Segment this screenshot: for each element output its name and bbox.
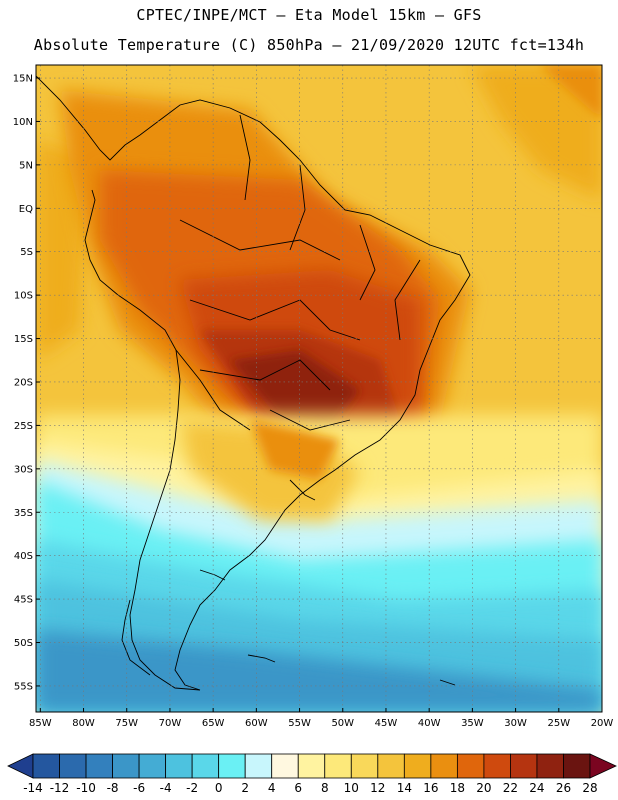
colorbar-swatch — [403, 753, 432, 779]
lat-tick-label: 10S — [14, 291, 33, 302]
lon-tick-label: 30W — [504, 718, 527, 729]
colorbar-swatch — [85, 753, 113, 779]
latitude-labels: 15N 10N 5N EQ 5S 10S 15S 20S 25S 30S 35S 40S 45S 50S 5… — [13, 74, 40, 692]
colorbar-swatch — [112, 753, 140, 779]
colorbar-swatch — [324, 753, 352, 779]
colorbar-arrow-low — [7, 753, 34, 779]
colorbar-swatch — [59, 753, 87, 779]
map-subtitle: Absolute Temperature (C) 850hPa – 21/09/… — [33, 36, 585, 54]
colorbar-swatch — [271, 753, 299, 779]
colorbar-label: -14 — [23, 781, 43, 795]
lon-tick-label: 45W — [375, 718, 398, 729]
colorbar: -14 -12 -10 -8 -6 -4 -2 0 2 4 6 8 10 12 14 16 18 20 22 24 26… — [7, 753, 617, 795]
colorbar-swatch — [430, 753, 458, 779]
lat-tick-label: 25S — [14, 421, 33, 432]
colorbar-label: 0 — [215, 781, 223, 795]
map-frame — [35, 64, 603, 713]
lon-tick-label: 20W — [591, 718, 614, 729]
colorbar-label: 8 — [321, 781, 329, 795]
colorbar-swatch — [536, 753, 564, 779]
colorbar-swatch — [563, 753, 591, 779]
colorbar-label: 28 — [582, 781, 597, 795]
colorbar-swatch — [32, 753, 60, 779]
colorbar-swatch — [138, 753, 167, 779]
coastline — [36, 75, 471, 691]
colorbar-swatch — [377, 753, 405, 779]
longitude-labels: 85W 80W 75W 70W 65W 60W 55W 50W 45W 40W 35W 30W 25W 2… — [29, 708, 613, 729]
colorbar-label: 16 — [423, 781, 438, 795]
lon-tick-label: 60W — [245, 718, 268, 729]
lat-tick-label: EQ — [19, 204, 33, 215]
colorbar-label: 24 — [529, 781, 544, 795]
lat-tick-label: 10N — [13, 117, 33, 128]
lon-tick-label: 70W — [159, 718, 182, 729]
colorbar-label: 10 — [344, 781, 359, 795]
colorbar-swatch — [297, 753, 326, 779]
lat-tick-label: 30S — [14, 464, 33, 475]
lat-tick-label: 5N — [19, 160, 33, 171]
lat-tick-label: 55S — [14, 681, 33, 692]
lat-tick-label: 15S — [14, 334, 33, 345]
lon-tick-label: 25W — [547, 718, 570, 729]
colorbar-label: 20 — [476, 781, 491, 795]
lon-tick-label: 85W — [29, 718, 52, 729]
lon-tick-label: 40W — [418, 718, 441, 729]
colorbar-label: 6 — [294, 781, 302, 795]
colorbar-label: -6 — [133, 781, 145, 795]
colorbar-label: 12 — [370, 781, 385, 795]
colorbar-label: -12 — [50, 781, 70, 795]
temperature-field — [36, 65, 602, 712]
colorbar-swatch — [191, 753, 220, 779]
colorbar-swatch — [456, 753, 485, 779]
lon-tick-label: 75W — [115, 718, 138, 729]
colorbar-label: 22 — [503, 781, 518, 795]
colorbar-swatch — [218, 753, 246, 779]
colorbar-label: -2 — [186, 781, 198, 795]
lat-tick-label: 15N — [13, 74, 33, 85]
lon-tick-label: 35W — [461, 718, 484, 729]
lon-tick-label: 80W — [72, 718, 95, 729]
lat-tick-label: 50S — [14, 638, 33, 649]
colorbar-swatch — [483, 753, 511, 779]
colorbar-swatch — [350, 753, 379, 779]
colorbar-arrow-high — [589, 753, 617, 779]
colorbar-label: -4 — [160, 781, 172, 795]
lon-tick-label: 50W — [331, 718, 354, 729]
colorbar-swatch — [244, 753, 273, 779]
colorbar-label: 14 — [397, 781, 412, 795]
lat-tick-label: 40S — [14, 551, 33, 562]
lat-tick-label: 45S — [14, 595, 33, 606]
lon-tick-label: 55W — [288, 718, 311, 729]
lat-tick-label: 5S — [20, 247, 33, 258]
colorbar-label: 18 — [450, 781, 465, 795]
colorbar-label: 26 — [556, 781, 571, 795]
colorbar-swatch — [510, 753, 538, 779]
colorbar-label: 2 — [241, 781, 249, 795]
colorbar-swatch — [165, 753, 193, 779]
colorbar-label: -8 — [107, 781, 119, 795]
colorbar-label: 4 — [268, 781, 276, 795]
map-title: CPTEC/INPE/MCT – Eta Model 15km – GFS — [136, 6, 482, 24]
colorbar-label: -10 — [76, 781, 96, 795]
lat-tick-label: 20S — [14, 377, 33, 388]
lon-tick-label: 65W — [202, 718, 225, 729]
lat-tick-label: 35S — [14, 508, 33, 519]
